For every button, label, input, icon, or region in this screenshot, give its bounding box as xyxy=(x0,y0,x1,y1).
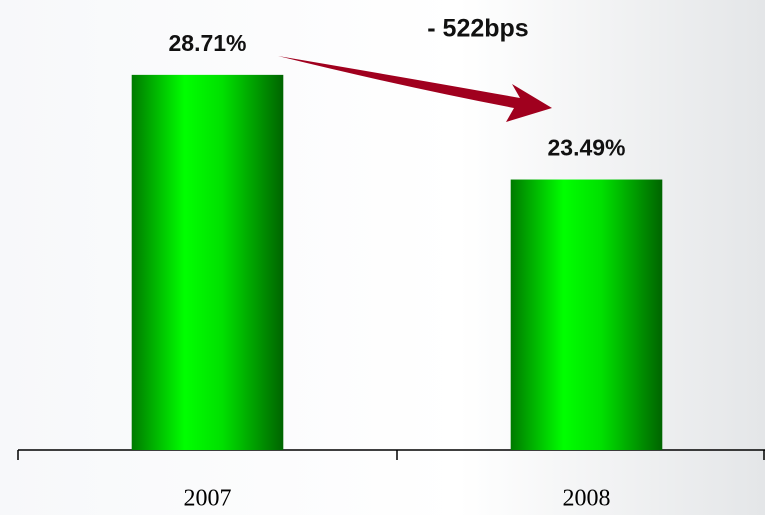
data-label: 28.71% xyxy=(168,30,246,56)
annotation: - 522bps xyxy=(427,15,528,43)
arrow xyxy=(278,56,552,122)
x-tick-label: 2008 xyxy=(563,486,611,512)
x-tick-label: 2007 xyxy=(184,486,232,512)
bar xyxy=(510,179,663,450)
bar xyxy=(131,74,284,450)
data-label: 23.49% xyxy=(547,135,625,161)
